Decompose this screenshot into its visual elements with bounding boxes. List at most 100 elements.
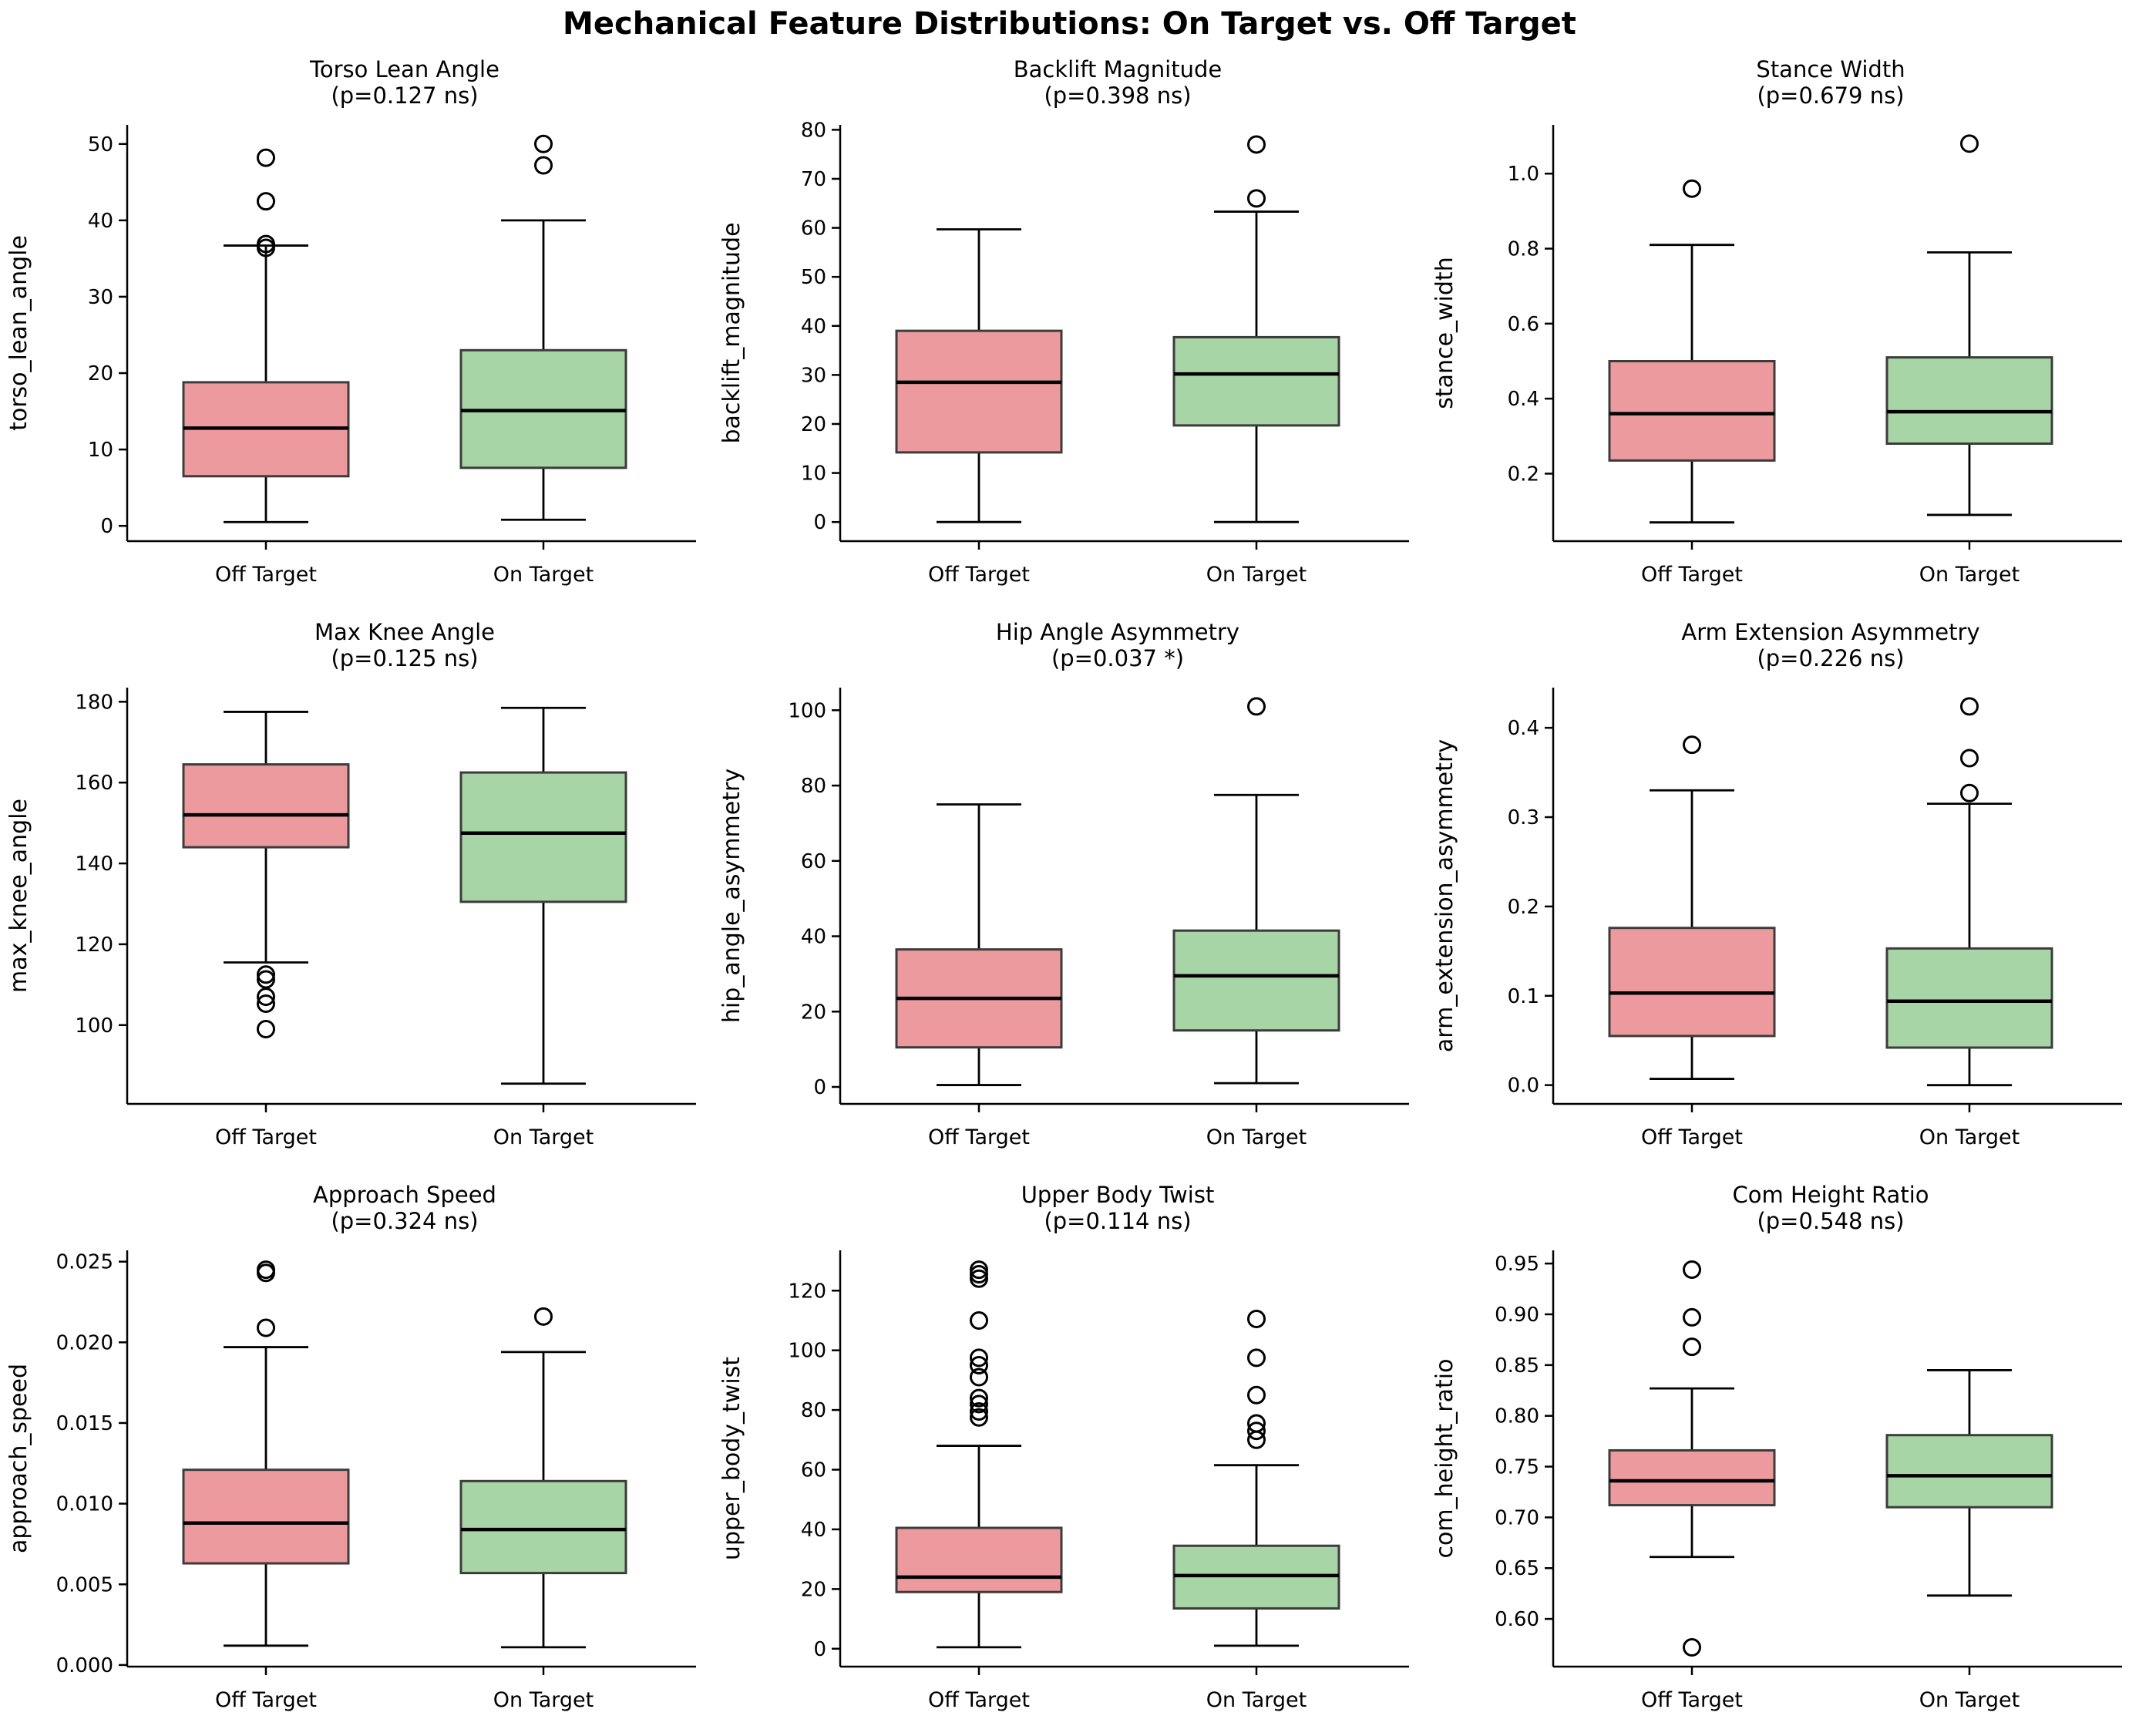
y-tick-label: 120 [75,934,113,957]
iqr-box [459,771,627,903]
iqr-box [895,329,1063,454]
y-tick-label: 40 [801,926,826,949]
x-tick-label: On Target [1919,1688,2020,1712]
subplot-pvalue: (p=0.114 ns) [1044,1208,1191,1234]
y-tick-label: 100 [788,699,826,722]
subplot-backlift-magnitude: Backlift Magnitude (p=0.398 ns) backlift_m… [713,48,1426,611]
iqr-box [1608,927,1776,1038]
subplot-hip-angle-asymmetry: Hip Angle Asymmetry (p=0.037 *) hip_angle_… [713,611,1426,1173]
y-tick-label: 0.85 [1495,1354,1539,1378]
x-tick-label: On Target [493,1688,594,1712]
y-tick-label: 160 [75,772,113,795]
subplot-title: Backlift Magnitude [1014,56,1222,82]
x-tick-label: On Target [1919,563,2020,587]
outlier-point [970,1395,988,1414]
y-tick-label: 140 [75,853,113,876]
y-tick-label: 0.80 [1495,1405,1539,1428]
outlier-point [257,994,275,1013]
outlier-point [257,238,275,257]
outlier-point [970,1260,988,1280]
y-tick-label: 0.70 [1495,1506,1539,1529]
outlier-point [1683,1337,1701,1357]
outlier-point [1683,179,1701,198]
box-group-off-target [895,803,1063,1086]
y-tick-label: 0.2 [1508,463,1539,486]
iqr-box [1172,929,1340,1032]
outlier-point [257,1260,275,1280]
y-tick-label: 0.6 [1508,313,1539,336]
iqr-box [895,1526,1063,1593]
y-tick-label: 40 [801,315,826,338]
y-tick-label: 0.010 [56,1493,113,1516]
outlier-point [1247,189,1266,208]
y-tick-label: 60 [801,850,826,873]
outlier-point [257,965,275,984]
y-tick-label: 0 [813,1076,826,1099]
y-axis-label: hip_angle_asymmetry [718,769,745,1023]
outlier-point [970,1388,988,1408]
iqr-box [1608,1448,1776,1507]
box-group-on-target [1172,1310,1340,1647]
y-tick-label: 70 [801,168,826,191]
subplot-pvalue: (p=0.679 ns) [1757,82,1904,109]
y-tick-label: 0.60 [1495,1608,1539,1631]
y-tick-label: 40 [801,1519,826,1542]
y-tick-label: 50 [88,133,113,156]
outlier-point [534,134,553,153]
y-tick-label: 0.4 [1508,717,1539,740]
outlier-point [534,156,553,175]
y-tick-label: 10 [801,463,826,486]
outlier-point [970,1356,988,1375]
y-tick-label: 120 [788,1280,826,1303]
outlier-point [1960,697,1979,716]
y-tick-label: 20 [88,362,113,385]
subplot-approach-speed: Approach Speed (p=0.324 ns) approach_speed… [0,1173,713,1736]
y-tick-label: 20 [801,413,826,436]
y-tick-label: 50 [801,266,826,289]
box-group-on-target [1885,134,2053,516]
box-group-off-target [1608,735,1776,1080]
y-tick-label: 180 [75,691,113,714]
x-tick-label: Off Target [215,1688,317,1712]
y-tick-label: 0.75 [1495,1456,1539,1479]
x-tick-label: Off Target [928,1125,1030,1149]
y-axis-label: com_height_ratio [1431,1359,1458,1559]
y-tick-label: 20 [801,1578,826,1601]
outlier-point [970,1402,988,1421]
outlier-point [1247,1421,1266,1441]
box-group-on-target [1885,697,2053,1087]
subplot-pvalue: (p=0.398 ns) [1044,82,1191,109]
x-tick-label: Off Target [928,1688,1030,1712]
y-axis-label: max_knee_angle [5,799,32,993]
subplot-pvalue: (p=0.548 ns) [1757,1208,1904,1234]
y-tick-label: 0.95 [1495,1253,1539,1276]
x-tick-label: Off Target [215,563,317,587]
iqr-box [1172,335,1340,427]
y-tick-label: 0.025 [56,1251,113,1274]
x-tick-label: Off Target [928,563,1030,587]
iqr-box [459,1479,627,1575]
outlier-point [1960,783,1979,802]
y-tick-label: 0.1 [1508,985,1539,1008]
outlier-point [1247,1310,1266,1329]
y-axis-label: backlift_magnitude [718,222,745,443]
subplot-title: Approach Speed [313,1182,496,1208]
x-tick-label: On Target [1919,1125,2020,1149]
y-tick-label: 1.0 [1508,163,1539,186]
x-tick-label: On Target [493,1125,594,1149]
subplot-pvalue: (p=0.226 ns) [1757,645,1904,671]
subplot-title: Arm Extension Asymmetry [1681,619,1979,645]
outlier-point [1247,697,1266,716]
subplot-title: Stance Width [1756,56,1905,82]
box-group-on-target [459,1307,627,1649]
iqr-box [182,1469,350,1565]
outlier-point [257,1318,275,1337]
y-tick-label: 0.65 [1495,1557,1539,1580]
outlier-point [970,1368,988,1387]
y-tick-label: 80 [801,1399,826,1422]
subplot-title: Hip Angle Asymmetry [996,619,1239,645]
subplot-title: Upper Body Twist [1021,1182,1215,1208]
outlier-point [257,192,275,211]
y-tick-label: 30 [88,286,113,309]
outlier-point [1960,134,1979,153]
